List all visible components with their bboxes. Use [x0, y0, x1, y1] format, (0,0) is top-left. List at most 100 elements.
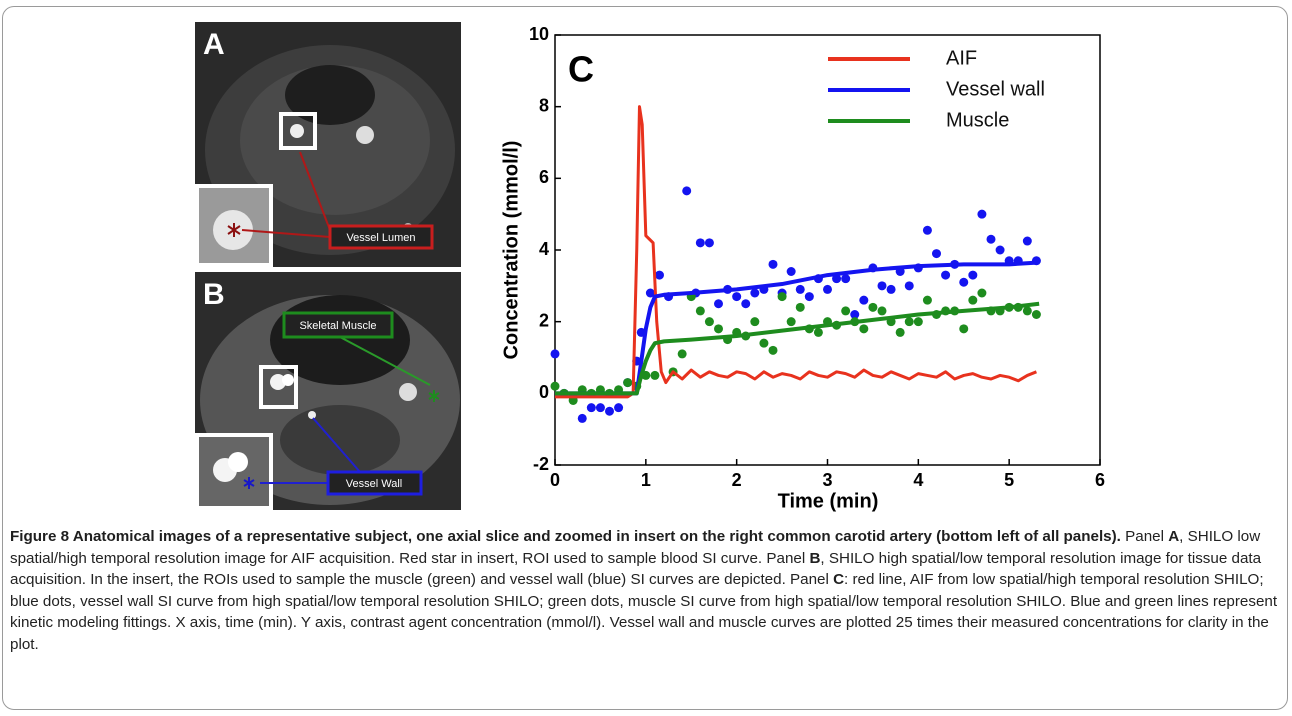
y-tick-label: 0: [539, 382, 549, 402]
data-point: [596, 403, 605, 412]
x-tick-label: 0: [550, 470, 560, 490]
data-point: [778, 292, 787, 301]
vessel: [282, 374, 294, 386]
data-point: [551, 349, 560, 358]
page: {"panels": [ {"label": "A", "callouts": …: [0, 0, 1292, 716]
x-tick-label: 5: [1004, 470, 1014, 490]
data-point: [968, 296, 977, 305]
data-point: [705, 238, 714, 247]
panel-b-image: Skeletal Muscle Vessel Wall B: [195, 272, 461, 510]
data-point: [1023, 237, 1032, 246]
data-point: [605, 407, 614, 416]
legend-label: Muscle: [946, 109, 1009, 131]
data-point: [905, 317, 914, 326]
caption-panel-ref: A: [1168, 528, 1179, 545]
x-tick-label: 4: [913, 470, 923, 490]
data-point: [968, 271, 977, 280]
data-point: [678, 349, 687, 358]
x-tick-label: 6: [1095, 470, 1105, 490]
data-point: [696, 238, 705, 247]
data-point: [1032, 310, 1041, 319]
data-point: [841, 274, 850, 283]
data-point: [905, 281, 914, 290]
data-point: [959, 278, 968, 287]
data-point: [977, 210, 986, 219]
data-point: [914, 317, 923, 326]
caption: Figure 8 Anatomical images of a represen…: [10, 526, 1280, 656]
data-point: [878, 306, 887, 315]
x-tick-label: 1: [641, 470, 651, 490]
data-point: [868, 303, 877, 312]
y-tick-label: 2: [539, 310, 549, 330]
caption-text: Panel: [1121, 528, 1168, 545]
x-axis-label: Time (min): [778, 490, 879, 512]
panel-label: A: [203, 28, 225, 61]
panel-label: B: [203, 278, 225, 311]
y-tick-label: -2: [533, 454, 549, 474]
data-point: [714, 299, 723, 308]
data-point: [787, 317, 796, 326]
data-point: [759, 339, 768, 348]
data-point: [682, 186, 691, 195]
data-point: [932, 249, 941, 258]
legend-label: AIF: [946, 47, 977, 69]
data-point: [650, 371, 659, 380]
callout-label: Vessel Wall: [346, 478, 402, 490]
data-point: [614, 403, 623, 412]
x-tick-label: 2: [732, 470, 742, 490]
data-point: [741, 299, 750, 308]
vessel: [356, 126, 374, 144]
data-point: [859, 324, 868, 333]
data-point: [655, 271, 664, 280]
anatomy: [270, 295, 410, 385]
vessel: [308, 411, 316, 419]
data-point: [996, 246, 1005, 255]
panel-a-image: Vessel Lumen A: [195, 22, 461, 267]
data-point: [750, 289, 759, 298]
data-point: [769, 260, 778, 269]
vessel: [399, 383, 417, 401]
figure: Vessel Lumen A Skeletal Muscle Vessel Wa…: [0, 0, 1292, 520]
data-point: [841, 306, 850, 315]
data-point: [923, 296, 932, 305]
data-point: [814, 328, 823, 337]
data-point: [705, 317, 714, 326]
data-point: [878, 281, 887, 290]
data-line: [555, 107, 1036, 397]
data-point: [977, 289, 986, 298]
data-point: [796, 285, 805, 294]
data-point: [859, 296, 868, 305]
y-tick-label: 10: [529, 24, 549, 44]
data-point: [796, 303, 805, 312]
legend-label: Vessel wall: [946, 78, 1045, 100]
data-point: [578, 414, 587, 423]
anatomy: [280, 405, 400, 475]
data-point: [959, 324, 968, 333]
data-point: [1023, 306, 1032, 315]
data-point: [787, 267, 796, 276]
data-point: [987, 235, 996, 244]
data-point: [623, 378, 632, 387]
panel-label: C: [568, 49, 594, 90]
chart: C Time (min) Concentration (mmol/l) 0 1 2 3…: [500, 24, 1105, 513]
data-point: [769, 346, 778, 355]
callout-label: Vessel Lumen: [346, 232, 415, 244]
insert-vessel: [228, 452, 248, 472]
callout-label: Skeletal Muscle: [299, 320, 376, 332]
data-point: [732, 292, 741, 301]
caption-panel-ref: C: [833, 571, 844, 588]
data-point: [941, 271, 950, 280]
caption-title: Figure 8 Anatomical images of a represen…: [10, 528, 1121, 545]
data-point: [551, 382, 560, 391]
y-tick-label: 6: [539, 167, 549, 187]
y-axis-label: Concentration (mmol/l): [500, 141, 522, 360]
data-point: [823, 285, 832, 294]
x-tick-label: 3: [822, 470, 832, 490]
data-point: [714, 324, 723, 333]
data-point: [750, 317, 759, 326]
data-point: [587, 403, 596, 412]
vessel: [290, 124, 304, 138]
data-point: [887, 285, 896, 294]
caption-panel-ref: B: [809, 550, 820, 567]
data-point: [896, 328, 905, 337]
